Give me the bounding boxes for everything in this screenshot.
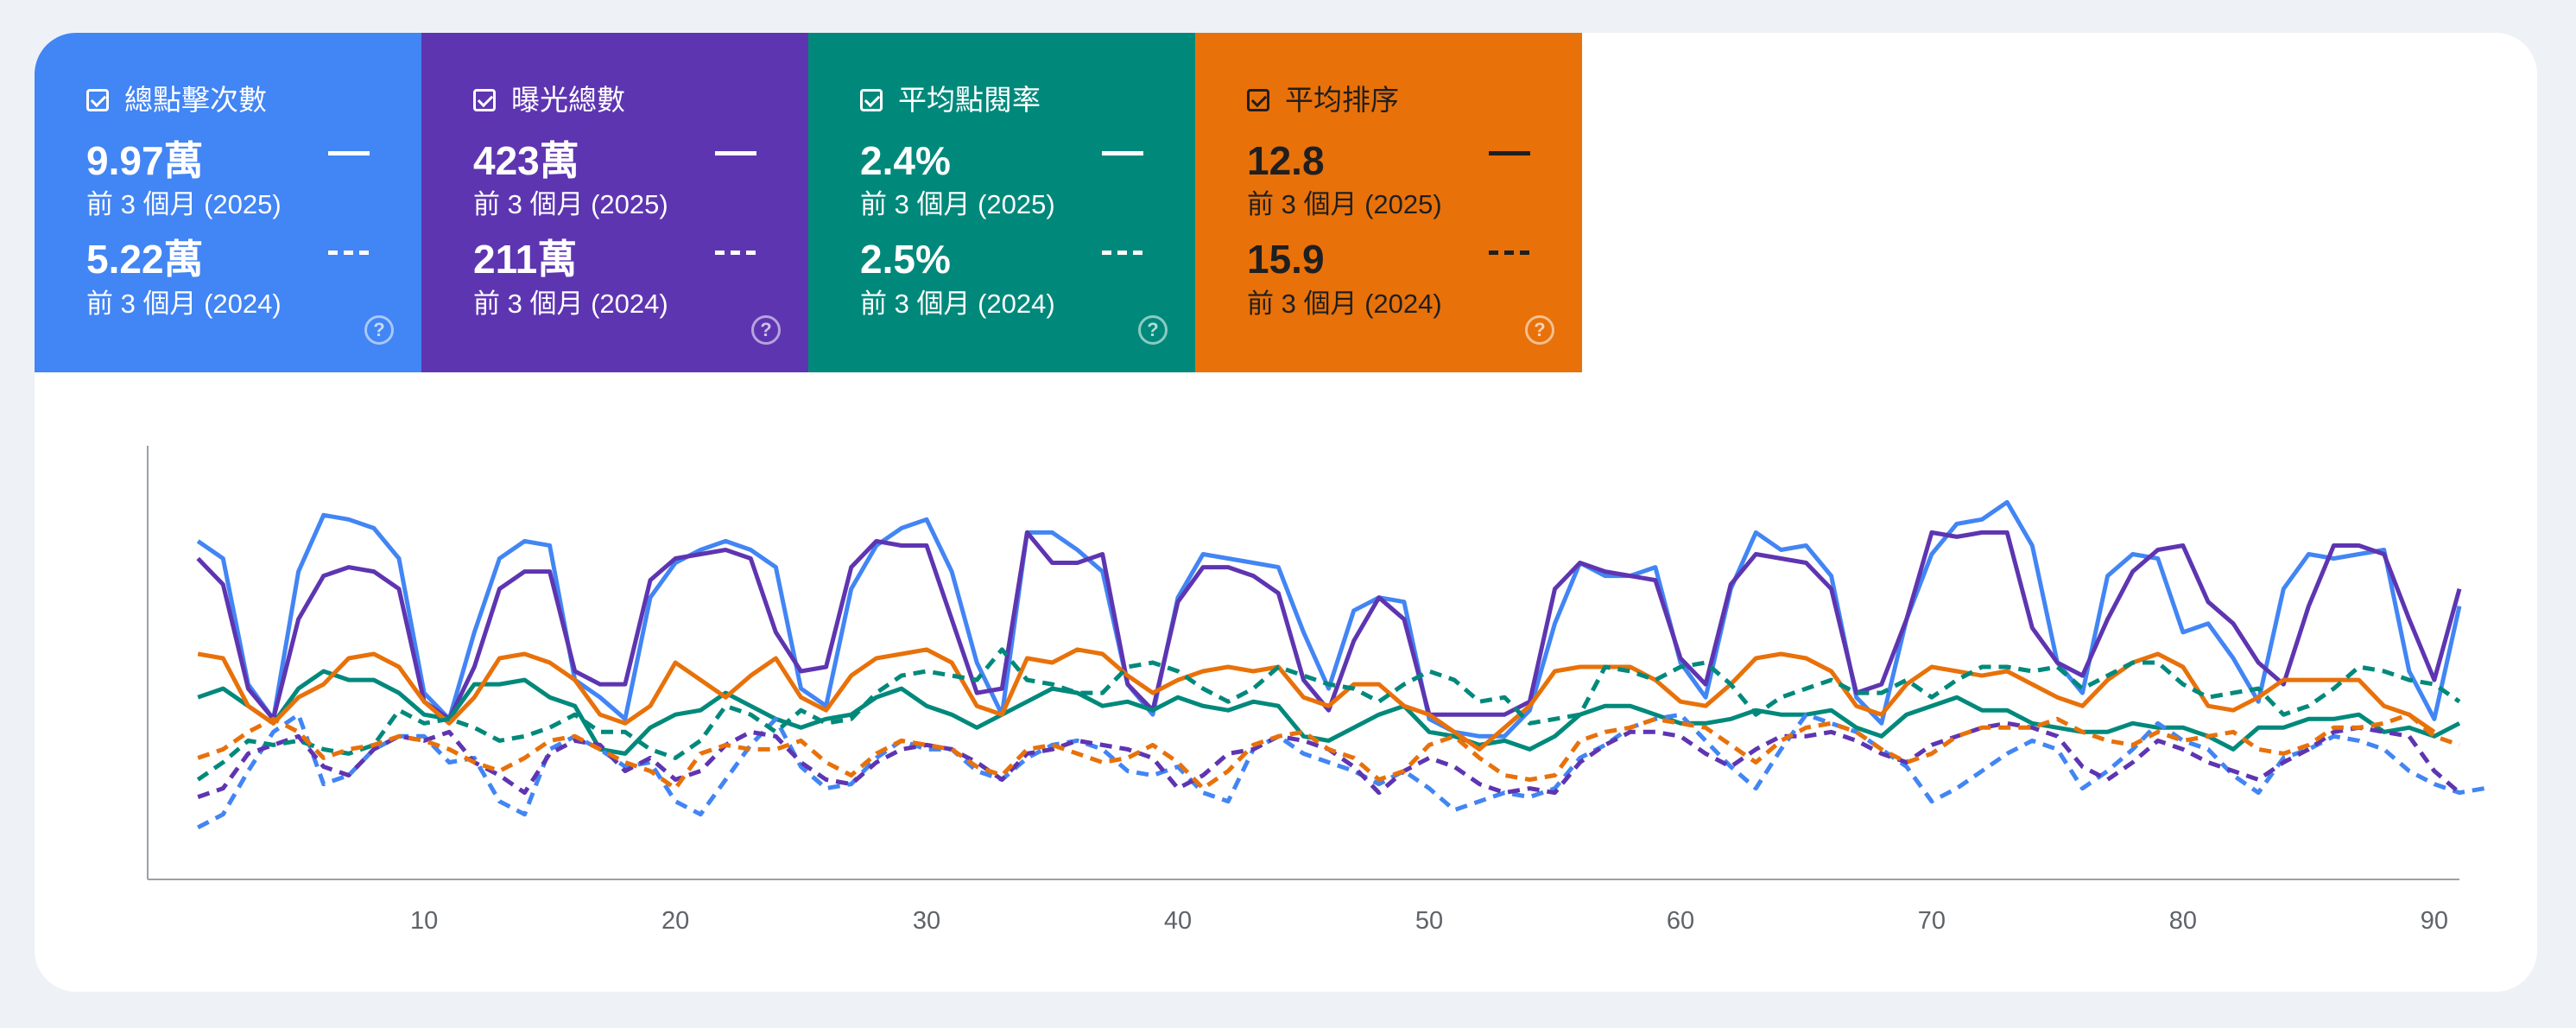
metric-value-current: 423萬 bbox=[473, 138, 579, 183]
metric-label: 總點擊次數 bbox=[124, 84, 267, 116]
metric-period-previous: 前 3 個月 (2024) bbox=[1247, 289, 1442, 319]
series-line-clicks-2024 bbox=[197, 712, 2485, 830]
x-tick-label: 70 bbox=[1918, 907, 1946, 935]
series-line-position-2025 bbox=[197, 647, 2436, 752]
metric-header: 平均點閱率 bbox=[860, 83, 1041, 117]
metric-value-previous: 211萬 bbox=[473, 237, 578, 282]
solid-line-legend-icon bbox=[328, 151, 370, 155]
x-tick-label: 80 bbox=[2169, 907, 2197, 935]
solid-line-legend-icon bbox=[1489, 151, 1530, 155]
metric-tile-ctr[interactable]: 平均點閱率 2.4% 前 3 個月 (2025) 2.5% 前 3 個月 (20… bbox=[808, 33, 1195, 372]
solid-line-legend-icon bbox=[1102, 151, 1143, 155]
metric-label: 平均排序 bbox=[1285, 84, 1399, 116]
metric-header: 曝光總數 bbox=[473, 83, 625, 117]
x-tick-label: 40 bbox=[1164, 907, 1192, 935]
series-line-impressions-2025 bbox=[196, 530, 2462, 721]
dashed-line-legend-icon bbox=[1489, 251, 1530, 255]
metric-tile-impressions[interactable]: 曝光總數 423萬 前 3 個月 (2025) 211萬 前 3 個月 (202… bbox=[421, 33, 808, 372]
checkbox-checked-icon[interactable] bbox=[1247, 89, 1269, 111]
performance-line-chart[interactable]: 10 20 30 40 50 60 70 80 90 bbox=[35, 33, 2537, 992]
metric-period-current: 前 3 個月 (2025) bbox=[1247, 189, 1442, 219]
x-tick-label: 50 bbox=[1415, 907, 1443, 935]
x-tick-label: 20 bbox=[661, 907, 689, 935]
help-icon[interactable]: ? bbox=[1138, 315, 1168, 345]
metric-tile-position[interactable]: 平均排序 12.8 前 3 個月 (2025) 15.9 前 3 個月 (202… bbox=[1195, 33, 1582, 372]
series-line-clicks-2025 bbox=[196, 499, 2462, 739]
x-tick-labels: 10 20 30 40 50 60 70 80 90 bbox=[410, 907, 2448, 935]
metric-value-current: 9.97萬 bbox=[86, 138, 204, 183]
dashed-line-legend-icon bbox=[1102, 251, 1143, 255]
metric-value-current: 2.4% bbox=[860, 138, 951, 183]
help-icon[interactable]: ? bbox=[1525, 315, 1554, 345]
checkbox-checked-icon[interactable] bbox=[473, 89, 496, 111]
metric-value-current: 12.8 bbox=[1247, 138, 1325, 183]
dashed-line-legend-icon bbox=[715, 251, 756, 255]
metric-period-previous: 前 3 個月 (2024) bbox=[86, 289, 282, 319]
series-lines bbox=[196, 499, 2485, 830]
checkbox-checked-icon[interactable] bbox=[860, 89, 883, 111]
metric-value-previous: 2.5% bbox=[860, 237, 951, 282]
help-icon[interactable]: ? bbox=[364, 315, 394, 345]
solid-line-legend-icon bbox=[715, 151, 756, 155]
metric-period-current: 前 3 個月 (2025) bbox=[86, 189, 282, 219]
metric-label: 曝光總數 bbox=[511, 84, 625, 116]
checkbox-checked-icon[interactable] bbox=[86, 89, 109, 111]
x-tick-label: 10 bbox=[410, 907, 438, 935]
x-tick-label: 60 bbox=[1667, 907, 1694, 935]
metric-period-previous: 前 3 個月 (2024) bbox=[473, 289, 668, 319]
metric-period-current: 前 3 個月 (2025) bbox=[473, 189, 668, 219]
metric-period-current: 前 3 個月 (2025) bbox=[860, 189, 1055, 219]
metric-tiles: 總點擊次數 9.97萬 前 3 個月 (2025) 5.22萬 前 3 個月 (… bbox=[35, 33, 1582, 372]
performance-card: 總點擊次數 9.97萬 前 3 個月 (2025) 5.22萬 前 3 個月 (… bbox=[35, 33, 2537, 992]
metric-value-previous: 5.22萬 bbox=[86, 237, 204, 282]
metric-header: 平均排序 bbox=[1247, 83, 1399, 117]
series-line-ctr-2024 bbox=[196, 647, 2461, 782]
x-tick-label: 30 bbox=[913, 907, 940, 935]
metric-label: 平均點閱率 bbox=[898, 84, 1041, 116]
series-line-position-2024 bbox=[197, 712, 2460, 791]
dashed-line-legend-icon bbox=[328, 251, 370, 255]
metric-header: 總點擊次數 bbox=[86, 83, 267, 117]
metric-tile-clicks[interactable]: 總點擊次數 9.97萬 前 3 個月 (2025) 5.22萬 前 3 個月 (… bbox=[35, 33, 421, 372]
help-icon[interactable]: ? bbox=[751, 315, 781, 345]
metric-value-previous: 15.9 bbox=[1247, 237, 1325, 282]
x-tick-label: 90 bbox=[2421, 907, 2448, 935]
metric-period-previous: 前 3 個月 (2024) bbox=[860, 289, 1055, 319]
